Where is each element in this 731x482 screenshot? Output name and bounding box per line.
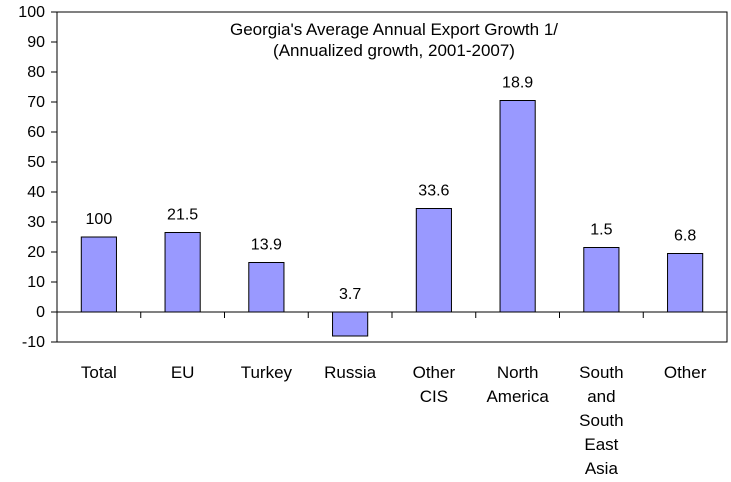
labels: -10 0 10 20 30 40 50 60 70 80 90 100 100 Total 21.5 EU 1… (18, 4, 706, 478)
data-label: 21.5 (167, 207, 198, 224)
data-label: 33.6 (418, 183, 449, 200)
category-label: Other (413, 363, 456, 382)
y-tick-label: 40 (27, 184, 45, 201)
bar (499, 100, 536, 313)
category-label: and (587, 387, 615, 406)
chart-title: Georgia's Average Annual Export Growth 1… (230, 20, 558, 39)
y-tick-label: 90 (27, 34, 45, 51)
data-label: 13.9 (251, 237, 282, 254)
bar (248, 262, 285, 313)
chart-subtitle: (Annualized growth, 2001-2007) (273, 41, 515, 60)
y-tick-label: 50 (27, 154, 45, 171)
category-label: America (486, 387, 549, 406)
bar (583, 247, 620, 313)
bar (415, 208, 452, 313)
bar (332, 311, 369, 337)
category-label: Other (664, 363, 707, 382)
data-label: 18.9 (502, 75, 533, 92)
y-tick-label: 10 (27, 274, 45, 291)
bar (80, 236, 117, 313)
data-label: 6.8 (674, 228, 696, 245)
category-label: East (584, 435, 618, 454)
bars (80, 100, 704, 337)
plot-frame (56, 11, 728, 343)
data-label: 3.7 (339, 286, 361, 303)
category-label: South (579, 363, 623, 382)
category-label: Russia (324, 363, 377, 382)
data-label: 100 (86, 211, 113, 228)
y-tick-label: 20 (27, 244, 45, 261)
y-tick-label: -10 (22, 334, 45, 351)
category-label: North (497, 363, 539, 382)
category-label: CIS (420, 387, 448, 406)
category-label: Asia (585, 459, 619, 478)
y-tick-label: 100 (18, 4, 45, 21)
bar (667, 253, 704, 313)
category-label: South (579, 411, 623, 430)
category-label: EU (171, 363, 195, 382)
y-tick-label: 30 (27, 214, 45, 231)
category-label: Total (81, 363, 117, 382)
y-tick-label: 0 (36, 304, 45, 321)
y-tick-label: 80 (27, 64, 45, 81)
y-tick-label: 60 (27, 124, 45, 141)
category-label: Turkey (241, 363, 293, 382)
y-tick-label: 70 (27, 94, 45, 111)
bar (164, 232, 201, 313)
axes (51, 11, 728, 343)
data-label: 1.5 (590, 222, 612, 239)
